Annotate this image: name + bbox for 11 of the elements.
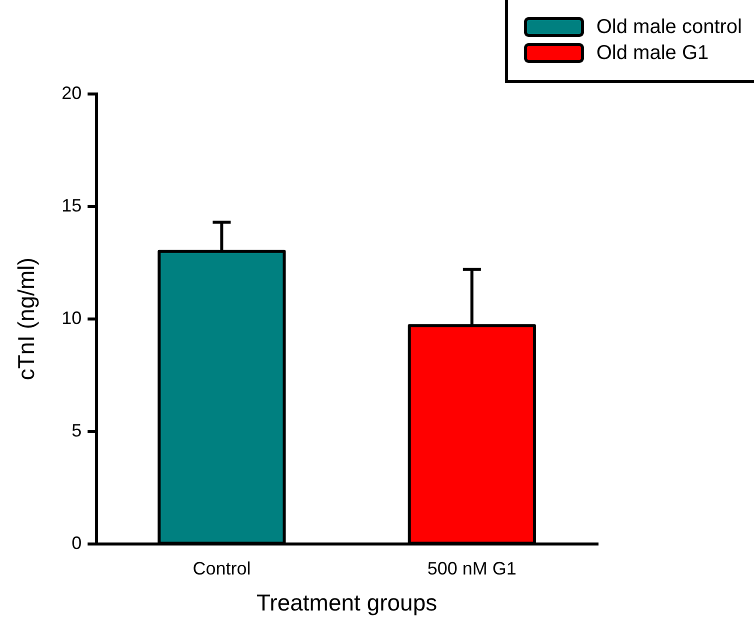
y-axis-title: cTnI (ng/ml) (13, 258, 40, 380)
x-tick-label: Control (192, 558, 251, 579)
y-tick-label: 15 (62, 195, 82, 216)
y-tick-label: 10 (62, 308, 82, 328)
y-tick-label: 5 (72, 420, 82, 440)
legend-label: Old male control (596, 16, 742, 38)
legend-label: Old male G1 (596, 42, 709, 64)
y-tick-label: 0 (72, 532, 82, 553)
y-tick-label: 20 (62, 82, 82, 103)
x-tick-label: 500 nM G1 (427, 558, 516, 579)
x-axis-title: Treatment groups (256, 590, 438, 616)
